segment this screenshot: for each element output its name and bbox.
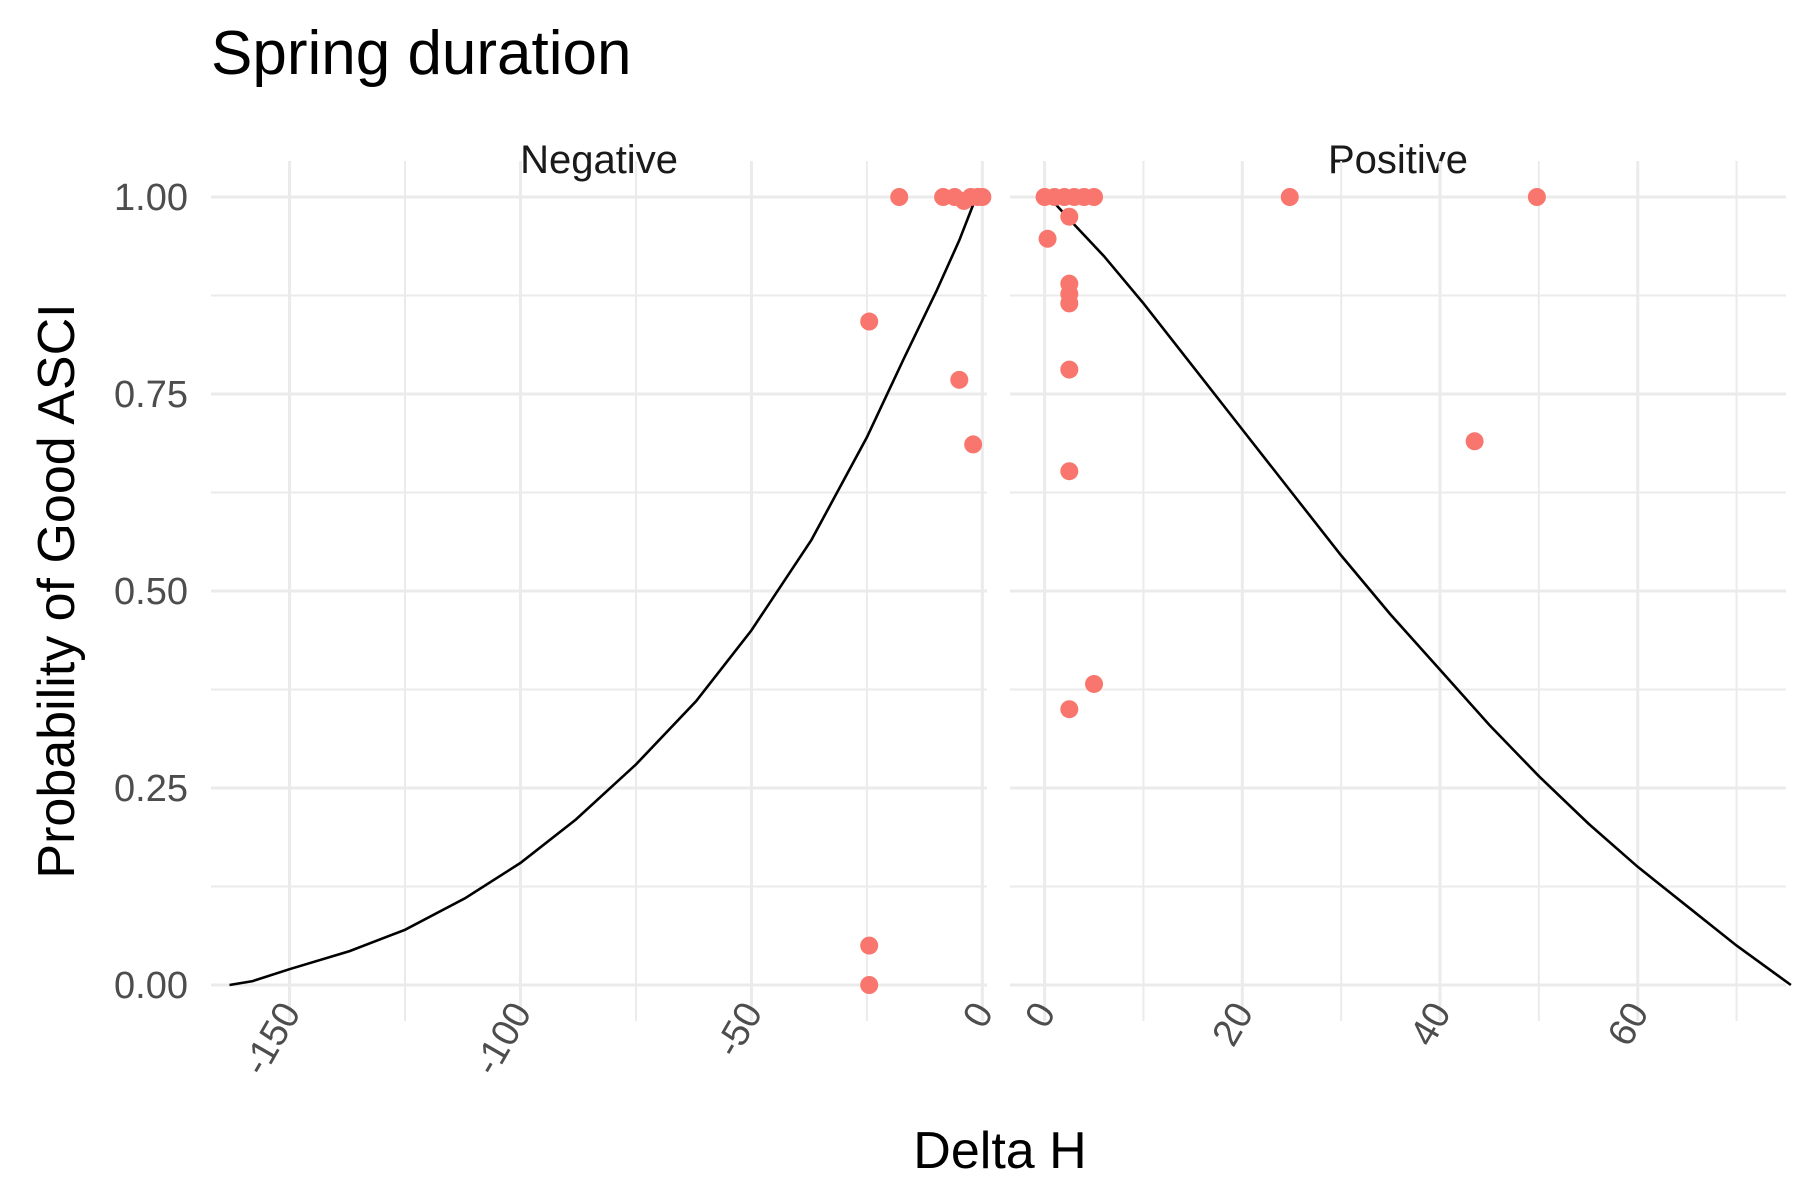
data-point [964,435,983,454]
y-tick-label: 0.25 [114,768,188,810]
x-axis-title: Delta H [913,1122,1086,1180]
panel-positive: Positive 0 20 40 60 [1010,138,1792,1054]
y-tick-label: 0.50 [114,571,188,613]
data-point [1060,360,1079,379]
data-point [860,312,879,331]
y-tick-label: 0.75 [114,374,188,416]
data-point [950,370,969,389]
y-tick-label: 0.00 [114,965,188,1007]
data-point [890,188,909,206]
x-tick-label: 60 [1600,996,1658,1054]
data-point [1465,432,1484,451]
data-point [860,976,879,994]
facet-label: Positive [1328,138,1468,182]
data-point [1060,700,1079,719]
y-axis-title: Probability of Good ASCI [28,303,86,878]
data-point [973,188,992,206]
panel-negative: Negative -150 -100 -50 0 [211,138,1002,1082]
data-point [1085,188,1104,206]
x-tick-label: 0 [1017,996,1064,1035]
facet-panels: Negative -150 -100 -50 0 Positive 0 20 40 60 [211,138,1792,1082]
x-tick-label: -150 [235,996,309,1083]
data-point [1280,188,1299,206]
facet-label: Negative [520,138,678,182]
fitted-curve [1051,200,1792,987]
data-point [1060,462,1079,481]
x-tick-label: -100 [466,996,540,1083]
y-tick-label: 1.00 [114,177,188,219]
data-point [1527,188,1546,206]
y-axis: 0.00 0.25 0.50 0.75 1.00 [114,177,188,1007]
data-point [1038,229,1057,248]
x-tick-label: 20 [1205,996,1263,1054]
data-point [1060,207,1079,226]
x-tick-label: -50 [707,996,771,1065]
data-point [1060,294,1079,313]
fitted-curve [229,204,975,987]
data-point [1085,674,1104,693]
x-tick-label: 0 [955,996,1002,1035]
x-tick-label: 40 [1402,996,1460,1054]
data-point [860,936,879,955]
chart-title: Spring duration [211,19,632,88]
